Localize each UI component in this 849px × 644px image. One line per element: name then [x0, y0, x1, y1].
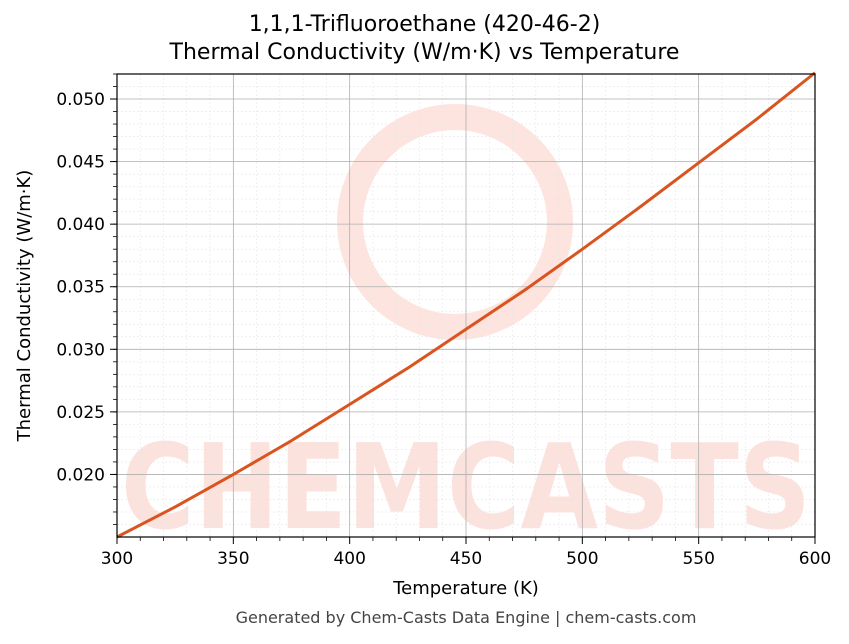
- y-axis: 0.020 0.025 0.030 0.035 0.040 0.045 0.050: [56, 73, 117, 525]
- x-tick-label: 300: [101, 549, 133, 569]
- y-tick-label: 0.025: [56, 403, 105, 423]
- x-axis: 300 350 400 450 500 550 600: [101, 537, 831, 569]
- x-tick-label: 350: [217, 549, 249, 569]
- y-tick-label: 0.030: [56, 340, 105, 360]
- y-tick-label: 0.035: [56, 278, 105, 298]
- x-tick-label: 600: [799, 549, 831, 569]
- x-tick-label: 400: [333, 549, 365, 569]
- y-axis-label: Thermal Conductivity (W/m·K): [14, 170, 35, 443]
- x-tick-label: 450: [450, 549, 482, 569]
- x-tick-label: 550: [682, 549, 714, 569]
- chart-subtitle: Thermal Conductivity (W/m·K) vs Temperat…: [169, 40, 680, 65]
- y-tick-label: 0.040: [56, 215, 105, 235]
- y-tick-label: 0.050: [56, 90, 105, 110]
- x-tick-label: 500: [566, 549, 598, 569]
- chart-title: 1,1,1-Trifluoroethane (420-46-2): [248, 12, 601, 37]
- y-tick-label: 0.020: [56, 465, 105, 485]
- watermark-swirl: [337, 104, 573, 340]
- y-tick-label: 0.045: [56, 153, 105, 173]
- x-axis-label: Temperature (K): [392, 578, 539, 599]
- footer-credit: Generated by Chem-Casts Data Engine | ch…: [235, 608, 697, 627]
